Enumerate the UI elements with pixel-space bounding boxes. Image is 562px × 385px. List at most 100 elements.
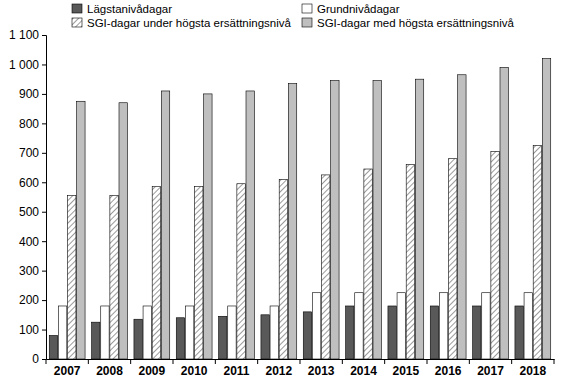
separator: [300, 359, 301, 364]
legend-swatch: [302, 18, 312, 27]
y-tick: 300: [19, 264, 46, 278]
bar: [246, 91, 254, 359]
x-tick: 2013: [308, 359, 335, 378]
y-tick: 600: [19, 176, 46, 190]
y-tick-label: 500: [19, 205, 39, 219]
bar: [152, 187, 160, 359]
bar: [134, 319, 142, 359]
bar: [288, 84, 296, 359]
bar: [415, 79, 423, 359]
bar: [406, 165, 414, 359]
bar: [185, 306, 193, 359]
y-tick: 800: [19, 117, 46, 131]
x-tick-label: 2015: [392, 364, 419, 378]
bar: [449, 159, 457, 359]
x-tick: 2008: [96, 359, 123, 378]
bar: [388, 306, 396, 359]
y-tick-label: 700: [19, 146, 39, 160]
legend-item: Grundnivådagar: [302, 3, 400, 15]
legend-item: SGI-dagar under högsta ersättningsnivå: [72, 17, 292, 29]
y-tick-mark: [42, 35, 46, 36]
y-tick: 100: [19, 323, 46, 337]
separator: [88, 359, 89, 364]
x-tick: 2017: [477, 359, 504, 378]
group-separators: [46, 359, 554, 364]
y-tick-mark: [42, 182, 46, 183]
x-tick-label: 2007: [54, 364, 81, 378]
bar: [346, 306, 354, 359]
x-tick-label: 2008: [96, 364, 123, 378]
y-tick-mark: [42, 359, 46, 360]
y-tick: 1 100: [9, 28, 46, 42]
legend-item: SGI-dagar med högsta ersättningsnivå: [302, 17, 514, 29]
y-tick-label: 400: [19, 235, 39, 249]
separator: [342, 359, 343, 364]
bar: [58, 306, 66, 359]
bar: [204, 94, 212, 359]
y-tick-mark: [42, 94, 46, 95]
bar: [397, 293, 405, 359]
bar: [49, 335, 57, 359]
y-axis: 01002003004005006007008009001 0001 100: [9, 28, 47, 366]
bar: [331, 81, 339, 359]
y-tick-label: 900: [19, 87, 39, 101]
x-tick-label: 2014: [350, 364, 377, 378]
bar: [77, 101, 85, 359]
bar: [524, 293, 532, 359]
bar: [228, 306, 236, 359]
x-tick-label: 2017: [477, 364, 504, 378]
x-tick: 2016: [435, 359, 462, 378]
chart: 01002003004005006007008009001 0001 10020…: [0, 0, 562, 385]
bar: [355, 293, 363, 359]
y-tick: 200: [19, 293, 46, 307]
bar: [473, 306, 481, 359]
bar: [491, 151, 499, 359]
y-tick-mark: [42, 241, 46, 242]
x-tick-label: 2018: [519, 364, 546, 378]
bar: [439, 293, 447, 359]
x-tick: 2015: [392, 359, 419, 378]
bar: [279, 179, 287, 359]
separator: [384, 359, 385, 364]
y-tick: 400: [19, 235, 46, 249]
x-tick: 2018: [519, 359, 546, 378]
x-tick-label: 2016: [435, 364, 462, 378]
bar: [237, 184, 245, 359]
bar: [176, 318, 184, 359]
y-tick-label: 100: [19, 323, 39, 337]
y-tick-label: 600: [19, 176, 39, 190]
separator: [257, 359, 258, 364]
legend: Lägstanivådagar Grundnivådagar SGI-dagar u…: [72, 3, 514, 29]
bar: [92, 322, 100, 359]
separator: [46, 359, 47, 364]
plot: 01002003004005006007008009001 0001 10020…: [9, 28, 555, 378]
y-axis-line: [42, 36, 47, 360]
x-tick: 2009: [138, 359, 165, 378]
y-tick-mark: [42, 271, 46, 272]
bar: [373, 81, 381, 359]
bar: [270, 306, 278, 359]
bar: [143, 306, 151, 359]
x-tick: 2010: [181, 359, 208, 378]
bar: [312, 293, 320, 359]
y-tick-label: 0: [32, 352, 39, 366]
bar: [101, 306, 109, 359]
y-tick-label: 200: [19, 293, 39, 307]
legend-swatch: [72, 18, 82, 27]
bar: [500, 67, 508, 359]
x-tick-label: 2011: [223, 364, 249, 378]
bar: [219, 316, 227, 359]
y-tick-mark: [42, 212, 46, 213]
x-axis: 2007200820092010201120122013201420152016…: [47, 359, 555, 378]
y-tick-mark: [42, 64, 46, 65]
bar: [68, 196, 76, 359]
y-tick-label: 1 100: [9, 28, 39, 42]
x-tick-label: 2009: [138, 364, 165, 378]
bar: [515, 306, 523, 359]
bar: [161, 91, 169, 359]
y-tick-mark: [42, 330, 46, 331]
y-tick-mark: [42, 153, 46, 154]
legend-item: Lägstanivådagar: [72, 3, 172, 15]
y-tick: 500: [19, 205, 46, 219]
bar: [533, 145, 541, 359]
